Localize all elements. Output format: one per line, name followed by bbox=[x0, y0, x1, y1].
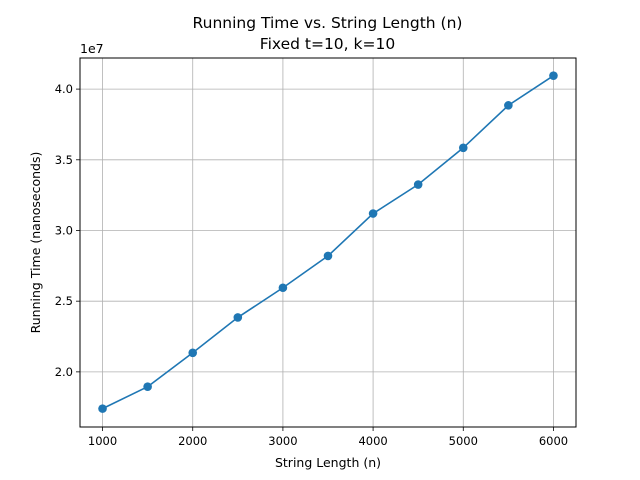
data-point bbox=[323, 251, 333, 261]
x-tick-label: 2000 bbox=[178, 434, 207, 448]
chart-title: Running Time vs. String Length (n) bbox=[193, 14, 463, 32]
data-point bbox=[98, 404, 107, 413]
y-tick-label: 3.5 bbox=[55, 153, 73, 167]
data-point bbox=[233, 313, 243, 322]
chart-subtitle: Fixed t=10, k=10 bbox=[260, 35, 395, 53]
y-offset-label: 1e7 bbox=[80, 41, 104, 56]
data-point bbox=[458, 143, 468, 153]
data-point bbox=[188, 348, 198, 358]
series-layer bbox=[98, 71, 558, 413]
x-tick-label: 4000 bbox=[358, 434, 387, 448]
y-axis-label: Running Time (nanoseconds) bbox=[28, 152, 43, 334]
x-axis-label: String Length (n) bbox=[275, 455, 381, 470]
y-tick-label: 2.0 bbox=[55, 365, 73, 379]
series-line bbox=[102, 75, 554, 410]
x-tick-label: 6000 bbox=[539, 434, 568, 448]
data-point bbox=[143, 382, 152, 392]
grid bbox=[80, 58, 576, 427]
data-point bbox=[413, 180, 423, 189]
x-tick-label: 1000 bbox=[88, 434, 117, 448]
y-tick-label: 2.5 bbox=[55, 294, 73, 308]
data-point bbox=[549, 71, 558, 80]
x-tick-label: 5000 bbox=[449, 434, 478, 448]
data-point bbox=[504, 101, 513, 110]
x-tick-label: 3000 bbox=[268, 434, 297, 448]
data-point bbox=[278, 283, 288, 293]
axis-ticks: 1000 2000 3000 4000 5000 6000 2.0 2.5 3.0 3.5 4.0 bbox=[55, 82, 568, 448]
y-tick-label: 4.0 bbox=[55, 82, 73, 96]
plot-frame bbox=[79, 57, 577, 428]
data-point bbox=[368, 209, 378, 218]
y-tick-label: 3.0 bbox=[55, 223, 73, 237]
